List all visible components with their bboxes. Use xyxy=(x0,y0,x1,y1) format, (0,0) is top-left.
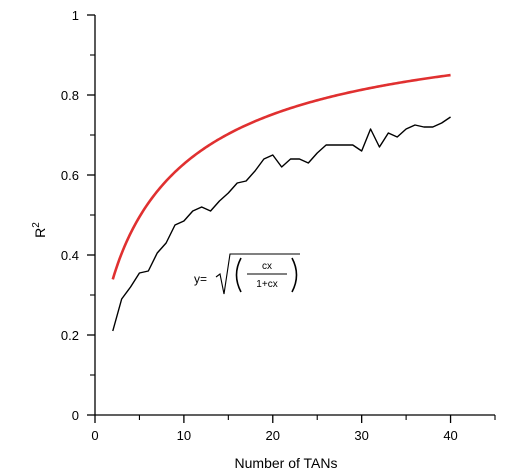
axes xyxy=(94,15,495,416)
x-axis-title: Number of TANs xyxy=(235,455,338,471)
series-layer xyxy=(111,73,451,332)
y-axis-ticks: 0 0.2 0.4 0.6 0.8 1 xyxy=(61,8,95,423)
x-tick-label: 0 xyxy=(91,428,98,443)
y-axis-title: R2 xyxy=(31,222,48,238)
equation-radical xyxy=(215,253,300,295)
y-tick-label: 0.8 xyxy=(61,88,79,103)
equation-denominator: 1+cx xyxy=(256,279,277,290)
equation-left-paren xyxy=(235,257,242,293)
x-axis-ticks: 0 10 20 30 40 xyxy=(91,415,496,443)
y-tick-label: 0.4 xyxy=(61,248,79,263)
series-fit-line xyxy=(111,73,451,280)
y-tick-label: 0.2 xyxy=(61,328,79,343)
series-data-line xyxy=(112,116,451,332)
equation-numerator: cx xyxy=(262,261,272,272)
x-tick-label: 20 xyxy=(266,428,280,443)
fit-equation-annotation: y= cx 1+cx xyxy=(194,253,300,295)
equation-prefix: y= xyxy=(194,272,207,286)
x-tick-label: 10 xyxy=(177,428,191,443)
x-tick-label: 40 xyxy=(443,428,457,443)
y-tick-label: 0 xyxy=(72,408,79,423)
y-axis-title-superscript: 2 xyxy=(31,222,42,228)
y-tick-label: 1 xyxy=(72,8,79,23)
equation-right-paren xyxy=(291,257,298,293)
y-tick-label: 0.6 xyxy=(61,168,79,183)
y-axis-title-base: R xyxy=(32,228,48,238)
x-tick-label: 30 xyxy=(354,428,368,443)
